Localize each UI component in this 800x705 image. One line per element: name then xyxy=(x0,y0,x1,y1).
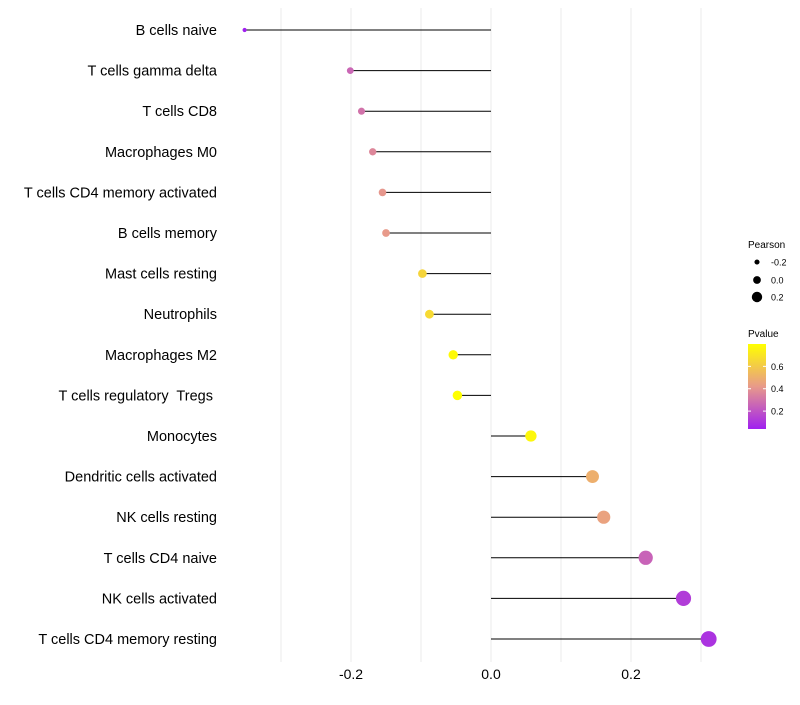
size-legend-key xyxy=(753,276,761,284)
size-legend-key xyxy=(751,291,763,303)
x-tick-label: 0.2 xyxy=(621,666,641,682)
y-tick-label: Mast cells resting xyxy=(105,267,217,283)
data-point xyxy=(452,390,463,401)
data-point xyxy=(448,350,458,360)
y-tick-label: B cells memory xyxy=(118,226,218,242)
y-tick-label: T cells CD4 naive xyxy=(104,551,217,567)
size-legend-label: -0.2 xyxy=(771,258,787,268)
size-legend-key xyxy=(754,259,760,265)
size-legend: Pearson -0.2 0.0 0.2 xyxy=(748,240,787,303)
y-tick-label: Macrophages M2 xyxy=(105,348,217,364)
data-point xyxy=(425,309,434,319)
y-tick-label: B cells naive xyxy=(136,23,217,39)
x-tick-label: 0.0 xyxy=(481,666,501,682)
color-bar xyxy=(748,344,766,429)
data-point xyxy=(378,188,387,197)
size-legend-title: Pearson xyxy=(748,240,785,251)
y-tick-label: Neutrophils xyxy=(144,307,217,323)
color-legend-ticks: 0.2 0.4 0.6 xyxy=(748,362,784,417)
stem-layer xyxy=(244,29,709,640)
data-point xyxy=(382,229,390,237)
x-tick-label: -0.2 xyxy=(339,666,363,682)
y-tick-label: T cells CD4 memory resting xyxy=(38,632,217,648)
color-legend-label: 0.4 xyxy=(771,384,784,394)
y-tick-label: T cells regulatory Tregs xyxy=(59,388,218,404)
y-tick-label: T cells CD8 xyxy=(142,104,217,120)
point-layer xyxy=(242,27,717,647)
color-legend-title: Pvalue xyxy=(748,329,779,340)
x-axis-labels: -0.2 0.0 0.2 xyxy=(339,666,641,682)
data-point xyxy=(638,550,653,565)
data-point xyxy=(242,27,247,33)
data-point xyxy=(525,430,537,442)
y-tick-label: T cells CD4 memory activated xyxy=(24,185,217,201)
y-tick-label: T cells gamma delta xyxy=(88,64,218,80)
y-tick-label: NK cells resting xyxy=(116,510,217,526)
data-point xyxy=(700,631,717,647)
data-point xyxy=(597,510,611,524)
size-legend-label: 0.2 xyxy=(771,293,784,303)
y-tick-label: Monocytes xyxy=(147,429,217,445)
color-legend-label: 0.6 xyxy=(771,362,784,372)
y-axis-labels: B cells naive T cells gamma delta T cells … xyxy=(24,23,218,648)
data-point xyxy=(357,107,366,115)
grid-layer xyxy=(280,8,702,662)
y-tick-label: NK cells activated xyxy=(102,591,217,607)
size-legend-label: 0.0 xyxy=(771,276,784,286)
y-tick-label: Dendritic cells activated xyxy=(65,470,217,486)
data-point xyxy=(346,67,354,75)
size-legend-keys: -0.2 0.0 0.2 xyxy=(751,258,787,303)
data-point xyxy=(586,470,599,484)
y-tick-label: Macrophages M0 xyxy=(105,145,217,161)
color-legend: Pvalue 0.2 0.4 0.6 xyxy=(748,329,784,429)
data-point xyxy=(418,269,427,278)
color-legend-label: 0.2 xyxy=(771,407,784,417)
data-point xyxy=(675,590,692,607)
data-point xyxy=(369,148,377,156)
